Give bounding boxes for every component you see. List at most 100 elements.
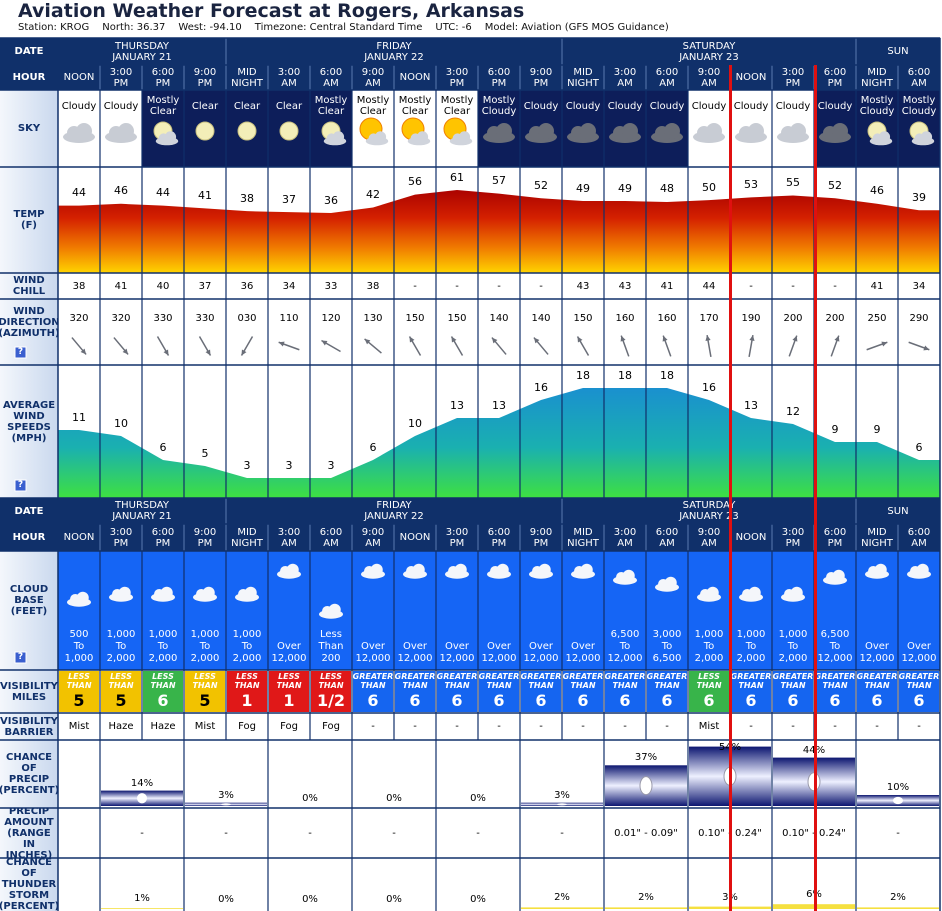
wind-arrow-head	[205, 349, 211, 356]
visibility-barrier: -	[539, 721, 543, 732]
row-label: CLOUD BASE (FEET)	[9, 584, 49, 617]
precip-drop	[639, 776, 653, 796]
hour-label: NOON	[63, 72, 95, 83]
help-icon	[14, 346, 27, 359]
hour-cell	[141, 64, 185, 91]
visibility-cell	[353, 671, 393, 712]
day-label: THURSDAY JANUARY 21	[112, 40, 172, 63]
row-label: WIND DIRECTION (AZIMUTH)	[0, 305, 58, 339]
cloud-base: Over 12,000	[859, 641, 895, 664]
hour-cell	[183, 523, 227, 552]
visibility-miles: 6	[661, 691, 673, 710]
label-cell	[0, 740, 58, 808]
hour-label: 6:00 PM	[151, 526, 175, 549]
cloud-icon	[202, 586, 215, 599]
wind-arrow-head	[792, 335, 798, 342]
wind-direction: 030	[237, 312, 257, 324]
visibility-cell	[899, 671, 939, 712]
wind-chill: -	[539, 280, 543, 292]
wind-chill: -	[413, 280, 417, 292]
hour-label: MID NIGHT	[861, 526, 893, 549]
hour-label: NOON	[399, 532, 431, 543]
sky-label: Clear	[233, 100, 261, 112]
visibility-barrier: -	[665, 721, 669, 732]
label-cell	[0, 299, 58, 365]
visibility-cell	[437, 671, 477, 712]
row-label: HOUR	[12, 72, 46, 83]
wind-arrow-head	[705, 335, 711, 341]
wind-direction: 160	[657, 312, 677, 324]
visibility-barrier: Haze	[108, 721, 134, 732]
day-label: THURSDAY JANUARY 21	[112, 500, 172, 522]
visibility-miles: 5	[73, 691, 85, 710]
temp-value: 46	[114, 184, 128, 198]
hour-label: 3:00 PM	[109, 526, 133, 549]
temp-value: 36	[324, 193, 338, 207]
hour-cell	[477, 523, 521, 552]
precip-drop	[893, 796, 903, 805]
precip-chance: 0%	[470, 793, 486, 804]
wind-chill: 33	[324, 280, 338, 292]
visibility-barrier: -	[497, 721, 501, 732]
hour-label: MID NIGHT	[567, 66, 599, 89]
visibility-barrier: Fog	[280, 721, 298, 732]
visibility-miles: 6	[367, 691, 379, 710]
hour-label: NOON	[735, 532, 767, 543]
visibility-barrier: -	[833, 721, 837, 732]
hour-cell	[603, 64, 647, 91]
precip-chance: 3%	[218, 789, 234, 801]
hour-cell	[813, 523, 857, 552]
precip-amount: 0.01" - 0.09"	[614, 827, 678, 839]
label-cell	[0, 365, 58, 498]
temp-value: 55	[786, 176, 800, 190]
visibility-qualifier: GREATER THAN	[898, 672, 940, 690]
wind-speed: 13	[492, 398, 506, 412]
hour-label: 3:00 PM	[781, 526, 805, 549]
day-cell	[225, 37, 563, 66]
visibility-barrier: -	[581, 721, 585, 732]
temp-value: 50	[702, 180, 716, 194]
sky-label: Cloudy	[607, 100, 643, 112]
cloud-base: Over 12,000	[901, 641, 937, 664]
wind-arrow-head	[577, 336, 583, 343]
visibility-cell	[311, 671, 351, 712]
hour-label: 3:00 AM	[277, 66, 301, 89]
visibility-barrier: -	[455, 721, 459, 732]
moon-icon	[237, 121, 257, 141]
wind-direction: 140	[489, 312, 509, 324]
visibility-qualifier: GREATER THAN	[856, 672, 898, 690]
visibility-miles: 6	[871, 691, 883, 710]
hour-label: 3:00 AM	[277, 526, 301, 549]
cloud-icon	[748, 586, 761, 599]
precip-amount: -	[140, 827, 144, 839]
visibility-cell	[647, 671, 687, 712]
visibility-miles: 1	[241, 691, 253, 710]
hour-cell	[855, 523, 899, 552]
visibility-miles: 6	[451, 691, 463, 710]
visibility-cell	[479, 671, 519, 712]
sky-label: Mostly Clear	[356, 95, 390, 117]
wind-speed: 6	[369, 440, 377, 454]
wind-speed: 18	[660, 368, 674, 382]
wind-direction: 130	[363, 312, 383, 324]
wind-arrow-head	[533, 337, 540, 344]
temp-value: 39	[912, 190, 926, 204]
precip-drop	[137, 793, 147, 804]
wind-chill: -	[455, 280, 459, 292]
precip-amount: -	[476, 827, 480, 839]
wind-direction: 110	[279, 312, 299, 324]
day-cell	[855, 497, 941, 525]
cloud-base: 3,000 To 6,500	[652, 629, 682, 664]
label-cell	[0, 498, 58, 524]
hour-label: 6:00 PM	[487, 526, 511, 549]
cloud-base: Less Than 200	[318, 629, 344, 664]
wind-arrow-head	[364, 338, 371, 345]
wind-arrow-head	[881, 341, 888, 347]
hour-label: 3:00 PM	[445, 66, 469, 89]
sky-label: Cloudy	[565, 100, 601, 112]
visibility-miles: 6	[157, 691, 169, 710]
cloud-icon	[538, 123, 554, 139]
temp-value: 53	[744, 177, 758, 191]
wind-chill: 44	[702, 280, 716, 292]
hour-label: 6:00 AM	[655, 526, 679, 549]
